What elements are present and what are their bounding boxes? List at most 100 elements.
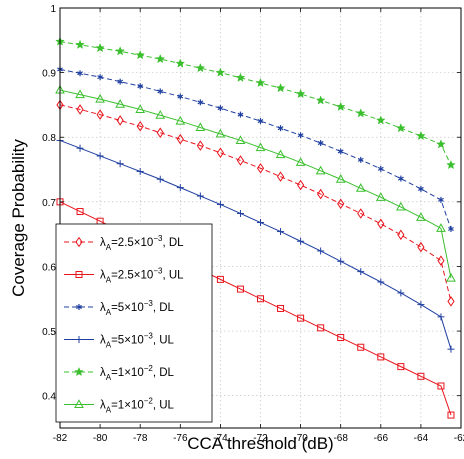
- data-point: [437, 255, 445, 266]
- data-point: [277, 228, 285, 236]
- series-5: [55, 36, 456, 170]
- data-point: [447, 345, 455, 353]
- legend-label-prefix: λ: [100, 335, 106, 347]
- y-tick-label: 0.8: [42, 133, 56, 144]
- data-point: [436, 139, 446, 149]
- data-point: [396, 123, 406, 133]
- legend-label-sub: A: [106, 308, 112, 317]
- legend-label-suffix: , UL: [162, 270, 184, 282]
- legend-label-prefix: λ: [100, 367, 106, 379]
- series-line: [59, 89, 452, 279]
- data-point: [377, 165, 384, 172]
- legend-label: λA=2.5×10−3, DL: [100, 234, 184, 252]
- data-point: [97, 74, 103, 81]
- data-point: [446, 272, 456, 282]
- legend-label-suffix: , DL: [162, 237, 184, 249]
- data-point: [257, 118, 264, 125]
- data-point: [77, 70, 83, 77]
- data-point: [117, 78, 124, 85]
- data-point: [277, 304, 285, 312]
- legend-label-sup: −2: [144, 397, 154, 406]
- data-point: [216, 200, 224, 208]
- data-point: [277, 125, 284, 132]
- data-point: [317, 188, 325, 200]
- y-tick-label: 1: [50, 4, 56, 15]
- data-point: [447, 411, 455, 419]
- legend-label-mid: =2.5×10: [111, 270, 153, 282]
- x-tick-label: -82: [53, 433, 68, 444]
- data-point: [377, 218, 385, 230]
- data-point: [195, 63, 206, 73]
- y-tick-label: 0.5: [42, 327, 56, 338]
- data-point: [357, 343, 365, 351]
- data-point: [257, 219, 264, 227]
- data-point: [297, 237, 305, 245]
- x-tick-label: -62: [454, 433, 464, 444]
- x-axis-title: CCA threshold (dB): [187, 434, 333, 453]
- x-tick-label: -74: [213, 433, 228, 444]
- data-point: [315, 95, 326, 105]
- data-point: [215, 128, 226, 138]
- y-tick-label: 0.4: [42, 392, 56, 403]
- series-3: [57, 66, 454, 232]
- series-4: [56, 136, 455, 353]
- data-point: [416, 212, 426, 221]
- legend-marker: [75, 336, 83, 343]
- data-point: [137, 83, 144, 90]
- data-point: [448, 225, 454, 232]
- data-point: [196, 192, 204, 200]
- data-point: [177, 93, 184, 100]
- legend-label-mid: =1×10: [111, 400, 144, 412]
- y-tick-label: 0.9: [42, 69, 56, 80]
- data-point: [175, 115, 186, 125]
- data-point: [335, 101, 346, 111]
- legend-label-sub: A: [106, 406, 112, 415]
- data-point: [295, 157, 306, 166]
- data-point: [136, 120, 144, 132]
- legend-label: λA=5×10−3, UL: [100, 332, 175, 350]
- legend-label-sup: −3: [153, 267, 163, 276]
- x-tick-label: -76: [173, 433, 188, 444]
- data-point: [375, 192, 386, 201]
- data-point: [156, 175, 164, 183]
- data-point: [436, 223, 446, 232]
- legend-marker: [75, 236, 83, 248]
- legend-label-sup: −3: [144, 332, 154, 341]
- data-point: [75, 89, 85, 99]
- data-point: [215, 67, 226, 77]
- legend-marker: [74, 366, 84, 377]
- data-point: [355, 108, 366, 118]
- data-point: [235, 135, 246, 144]
- legend-label-sup: −3: [144, 299, 154, 308]
- data-point: [417, 241, 425, 253]
- data-point: [437, 382, 445, 390]
- legend-label-mid: =1×10: [111, 367, 144, 379]
- data-point: [297, 314, 305, 322]
- data-point: [75, 39, 85, 49]
- legend-label-sub: A: [106, 373, 112, 382]
- data-point: [115, 46, 125, 56]
- data-point: [76, 144, 84, 152]
- data-point: [136, 167, 144, 175]
- data-point: [76, 104, 84, 115]
- data-point: [95, 42, 105, 53]
- legend-label-mid: =2.5×10: [111, 237, 153, 249]
- data-point: [155, 110, 166, 119]
- legend-label-prefix: λ: [100, 400, 106, 412]
- data-point: [235, 72, 246, 82]
- data-point: [257, 295, 264, 303]
- data-point: [377, 353, 385, 361]
- data-point: [377, 278, 385, 286]
- data-point: [255, 142, 266, 152]
- data-point: [295, 88, 306, 99]
- legend-label-mid: =5×10: [111, 335, 144, 347]
- legend-label: λA=1×10−2, DL: [100, 364, 175, 382]
- data-point: [397, 175, 404, 182]
- legend-label-sub: A: [106, 243, 112, 252]
- data-point: [256, 162, 265, 174]
- data-point: [96, 109, 104, 120]
- data-point: [116, 115, 124, 126]
- data-point: [417, 301, 425, 309]
- data-point: [397, 229, 405, 241]
- legend-label-prefix: λ: [100, 270, 106, 282]
